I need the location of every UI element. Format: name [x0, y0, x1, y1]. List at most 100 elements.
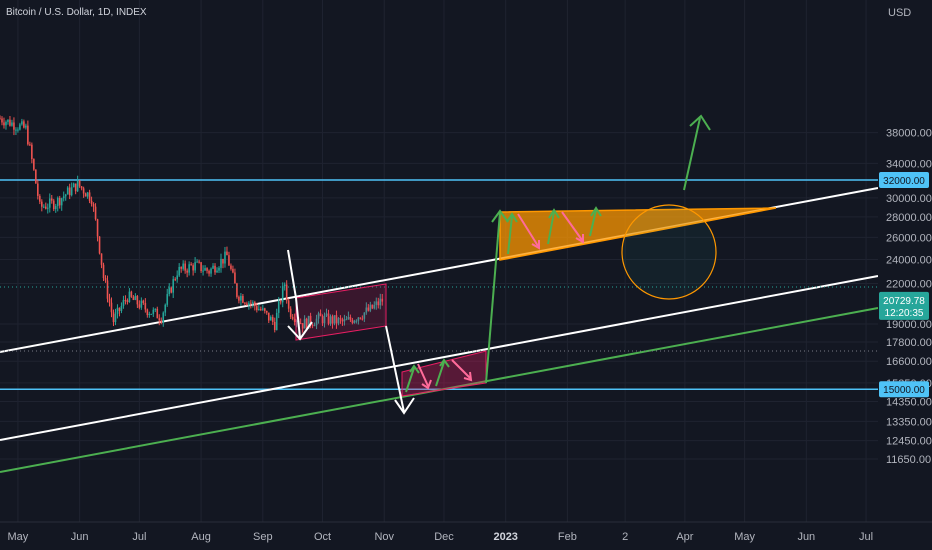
- candle-body: [263, 308, 266, 311]
- candle-body: [194, 262, 196, 271]
- candle-body: [367, 307, 370, 311]
- time-tick-label: Sep: [253, 531, 273, 543]
- candle-body: [262, 308, 264, 310]
- candle-body: [196, 261, 198, 263]
- candle-body: [285, 284, 288, 301]
- last-price-value: 20729.78: [883, 296, 925, 307]
- white-arrowhead-2: [394, 397, 415, 415]
- time-axis-ticks: May Jun Jul Aug Sep Oct Nov Dec 2023 Feb 2 Apr May Ju…: [8, 531, 874, 543]
- candle-body: [381, 298, 384, 302]
- candle-body: [118, 307, 121, 311]
- candle-body: [68, 187, 71, 196]
- time-tick-label: Nov: [374, 531, 394, 543]
- candle-body: [50, 198, 53, 201]
- candle-body: [37, 183, 39, 196]
- candle-body: [230, 265, 232, 269]
- candle-body: [46, 207, 49, 209]
- price-scale-bg: [878, 0, 932, 522]
- time-tick-label: Jul: [132, 531, 146, 543]
- candle-body: [275, 312, 278, 331]
- candle-body: [365, 307, 368, 313]
- candle-body: [90, 200, 93, 205]
- candle-body: [31, 144, 33, 160]
- candle-body: [200, 262, 202, 272]
- candle-body: [333, 315, 336, 324]
- price-tick-label: 14350.00: [886, 396, 932, 408]
- candle-body: [114, 313, 117, 323]
- green-rally-arrow: [485, 211, 501, 384]
- candle-body: [192, 265, 194, 271]
- candle-body: [11, 122, 13, 126]
- candle-body: [260, 308, 262, 310]
- candle-body: [138, 304, 141, 308]
- candle-body: [289, 308, 292, 317]
- candle-body: [254, 302, 256, 307]
- candle-body: [283, 284, 286, 287]
- candle-body: [301, 323, 304, 329]
- candle-body: [106, 280, 109, 299]
- time-tick-label: 2023: [493, 531, 517, 543]
- candle-body: [25, 125, 27, 128]
- candle-body: [377, 301, 380, 306]
- candle-body: [279, 301, 282, 303]
- candle-body: [158, 318, 161, 321]
- time-tick-label: May: [734, 531, 755, 543]
- candle-body: [184, 263, 186, 271]
- candle-body: [214, 265, 216, 273]
- time-tick-label: Jun: [71, 531, 89, 543]
- candle-body: [198, 261, 200, 263]
- candle-body: [357, 317, 360, 321]
- level-badge: [879, 172, 929, 189]
- candle-body: [327, 313, 330, 324]
- candle-body: [236, 283, 238, 297]
- candle-body: [341, 319, 344, 322]
- white-arrowhead-1: [287, 321, 313, 341]
- candle-body: [212, 265, 214, 269]
- candle-body: [168, 287, 171, 295]
- level-badge-label: 32000.00: [883, 176, 925, 187]
- candle-body: [252, 302, 254, 304]
- candle-body: [216, 270, 218, 273]
- candle-body: [70, 187, 73, 196]
- candle-body: [267, 312, 270, 321]
- candle-body: [188, 264, 190, 273]
- candle-body: [124, 300, 127, 302]
- price-tick-label: 34000.00: [886, 158, 932, 170]
- candle-body: [142, 300, 145, 303]
- candle-body: [56, 197, 59, 207]
- candle-body: [246, 303, 248, 306]
- candle-body: [136, 295, 139, 305]
- candle-body: [256, 306, 258, 311]
- candlesticks: [0, 115, 384, 333]
- candle-body: [208, 270, 210, 274]
- candle-body: [335, 315, 338, 324]
- time-axis-bg: [0, 522, 932, 550]
- candle-body: [104, 278, 107, 281]
- candle-body: [72, 183, 75, 188]
- candle-body: [269, 317, 272, 321]
- candle-body: [3, 122, 5, 126]
- candle-body: [92, 204, 95, 207]
- candle-body: [234, 272, 236, 284]
- candle-body: [126, 300, 129, 302]
- candle-body: [134, 295, 137, 300]
- candle-body: [154, 308, 157, 310]
- candle-body: [130, 291, 133, 297]
- price-tick-label: 11650.00: [886, 454, 931, 466]
- candle-body: [100, 253, 103, 265]
- level-badge: [879, 381, 929, 398]
- candle-body: [146, 309, 149, 316]
- candle-body: [62, 196, 65, 199]
- breakout-arrow: [683, 117, 701, 191]
- candle-body: [102, 264, 105, 279]
- candle-body: [220, 258, 222, 268]
- candle-body: [98, 236, 101, 254]
- currency-label: USD: [888, 7, 911, 19]
- candle-body: [58, 197, 61, 206]
- candle-body: [43, 206, 45, 208]
- price-tick-label: 17800.00: [886, 337, 932, 349]
- candle-body: [108, 298, 111, 303]
- candle-body: [27, 125, 29, 145]
- candle-body: [54, 206, 57, 210]
